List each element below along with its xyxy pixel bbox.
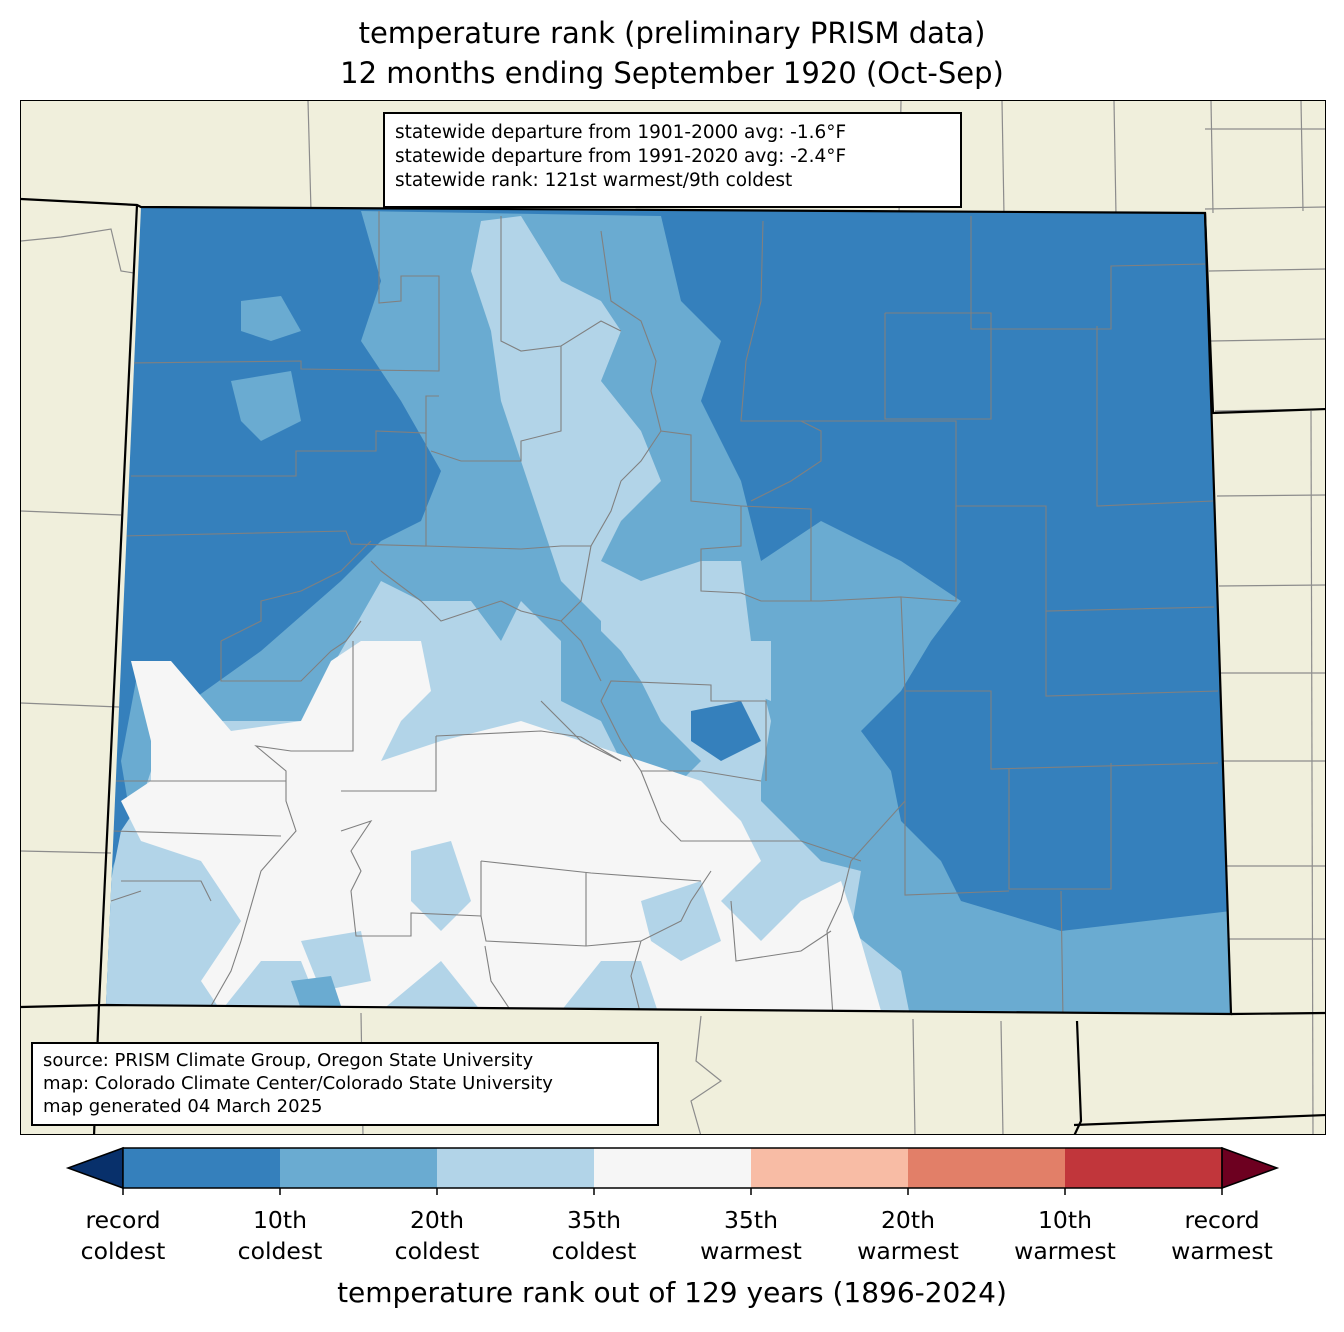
colorbar-tick-label-3: 20th coldest <box>394 1206 480 1265</box>
colorbar-segment-2 <box>280 1148 437 1188</box>
colorbar <box>65 1146 1280 1195</box>
temperature-rank-field <box>106 207 1231 1014</box>
statewide-stats-box: statewide departure from 1901-2000 avg: … <box>383 112 962 208</box>
stats-departure-1901-2000: statewide departure from 1901-2000 avg: … <box>395 122 847 143</box>
colorbar-axis-label: temperature rank out of 129 years (1896-… <box>337 1276 1007 1309</box>
colorbar-ticks <box>122 1188 1223 1195</box>
colorbar-tick-label-1: record coldest <box>80 1206 166 1265</box>
colorbar-tick-label-2: 10th coldest <box>237 1206 323 1265</box>
colorbar-segment-4 <box>594 1148 751 1188</box>
generated-date: map generated 04 March 2025 <box>43 1096 323 1117</box>
colorbar-segment-3 <box>437 1148 594 1188</box>
source-credit: source: PRISM Climate Group, Oregon Stat… <box>43 1050 534 1071</box>
map-frame <box>20 100 1326 1135</box>
colorbar-outline <box>122 1147 1223 1189</box>
colorbar-extend-warm <box>1221 1146 1280 1190</box>
map-title-line2: 12 months ending September 1920 (Oct-Sep… <box>340 56 1004 90</box>
colorbar-segment-5 <box>751 1148 908 1188</box>
map-title-line1: temperature rank (preliminary PRISM data… <box>358 16 986 50</box>
colorbar-segment-1 <box>123 1148 280 1188</box>
stats-departure-1991-2020: statewide departure from 1991-2020 avg: … <box>395 146 847 167</box>
map-credit: map: Colorado Climate Center/Colorado St… <box>43 1073 553 1094</box>
colorbar-segment-6 <box>908 1148 1065 1188</box>
source-credits-box: source: PRISM Climate Group, Oregon Stat… <box>31 1042 659 1126</box>
colorbar-segment-7 <box>1065 1148 1222 1188</box>
colorbar-tick-label-4: 35th coldest <box>551 1206 637 1265</box>
colorbar-extend-cold <box>65 1146 124 1190</box>
stats-statewide-rank: statewide rank: 121st warmest/9th coldes… <box>395 170 793 191</box>
colorbar-tick-label-6: 20th warmest <box>857 1206 959 1265</box>
colorado-county-lines <box>110 211 1219 1014</box>
colorado-map <box>21 101 1325 1134</box>
colorbar-tick-label-7: 10th warmest <box>1014 1206 1116 1265</box>
colorbar-tick-label-5: 35th warmest <box>700 1206 802 1265</box>
colorbar-tick-label-8: record warmest <box>1171 1206 1273 1265</box>
